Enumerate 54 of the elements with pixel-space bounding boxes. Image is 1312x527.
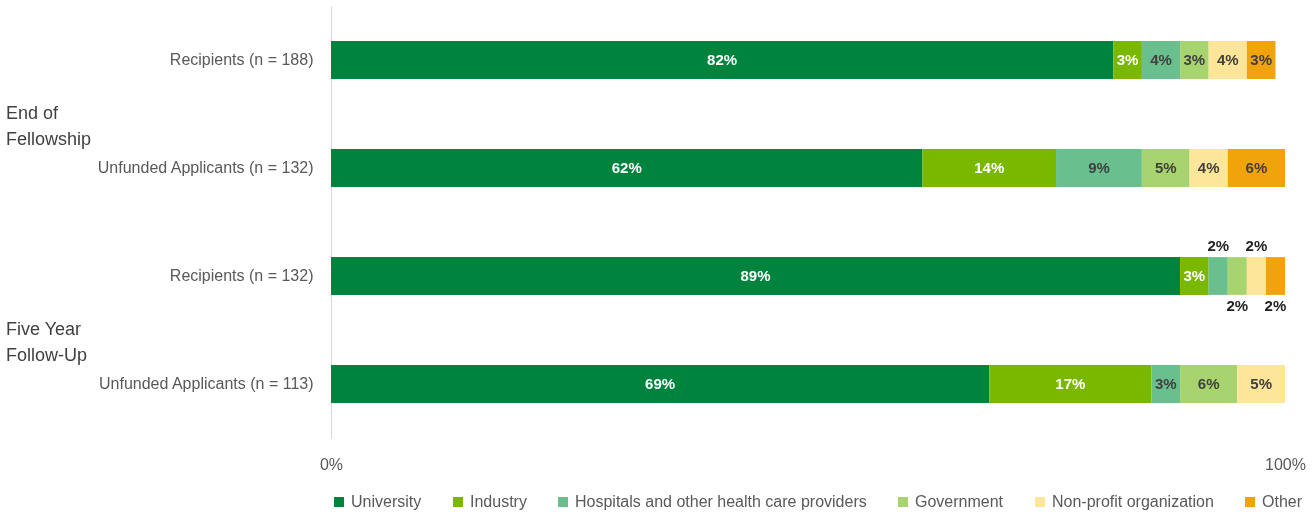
legend-label: Hospitals and other health care providers: [575, 493, 867, 510]
y-tick-label: Recipients (n = 188): [169, 51, 314, 68]
data-label: 2%: [1245, 237, 1268, 254]
data-label: 17%: [1055, 375, 1086, 392]
data-label: 14%: [974, 159, 1005, 176]
data-label: 62%: [611, 159, 642, 176]
data-label: 2%: [1207, 237, 1230, 254]
bar: [1056, 149, 1142, 187]
data-label: 2%: [1264, 297, 1287, 314]
data-label: 6%: [1245, 159, 1268, 176]
bar: [1237, 365, 1285, 403]
bar: [1227, 257, 1247, 295]
y-tick-label: Unfunded Applicants (n = 132): [97, 159, 314, 176]
data-label: 3%: [1183, 51, 1206, 68]
bar: [331, 41, 1114, 79]
bar: [1265, 257, 1285, 295]
bar: [1208, 257, 1228, 295]
bar: [1246, 257, 1266, 295]
x-tick-label: 0%: [319, 455, 344, 473]
data-label: 5%: [1250, 375, 1272, 392]
data-label: 9%: [1088, 159, 1110, 176]
legend-label: University: [351, 493, 422, 510]
data-label: 3%: [1154, 375, 1177, 392]
y-tick-label: Unfunded Applicants (n = 113): [98, 375, 314, 392]
bar: [1227, 149, 1285, 187]
bar: [331, 365, 990, 403]
bar: [1208, 41, 1247, 79]
legend-label: Government: [915, 493, 1004, 510]
bar: [1180, 365, 1238, 403]
x-tick-label: 100%: [1265, 455, 1306, 473]
data-label: 3%: [1116, 51, 1139, 68]
legend-label: Other: [1262, 493, 1303, 510]
data-label: 2%: [1226, 297, 1249, 314]
legend-label: Non-profit organization: [1052, 493, 1214, 510]
text: Five Year Follow-Up: [6, 319, 88, 365]
bar: [1141, 149, 1190, 187]
bar: [331, 149, 923, 187]
bar: [331, 257, 1181, 295]
data-label: 4%: [1150, 51, 1172, 68]
bar: [1189, 149, 1228, 187]
y-tick-label: Recipients (n = 132): [169, 267, 314, 284]
data-label: 4%: [1197, 159, 1220, 176]
bar: [922, 149, 1057, 187]
data-label: 6%: [1197, 375, 1220, 392]
text: End of Fellowship: [6, 103, 92, 149]
data-label: 89%: [740, 267, 771, 284]
data-label: 82%: [707, 51, 738, 68]
data-label: 3%: [1183, 267, 1206, 284]
data-label: 69%: [645, 375, 676, 392]
bar: [989, 365, 1152, 403]
data-label: 4%: [1216, 51, 1239, 68]
legend-label: Industry: [470, 493, 527, 510]
data-label: 3%: [1250, 51, 1272, 68]
data-label: 5%: [1154, 159, 1177, 176]
